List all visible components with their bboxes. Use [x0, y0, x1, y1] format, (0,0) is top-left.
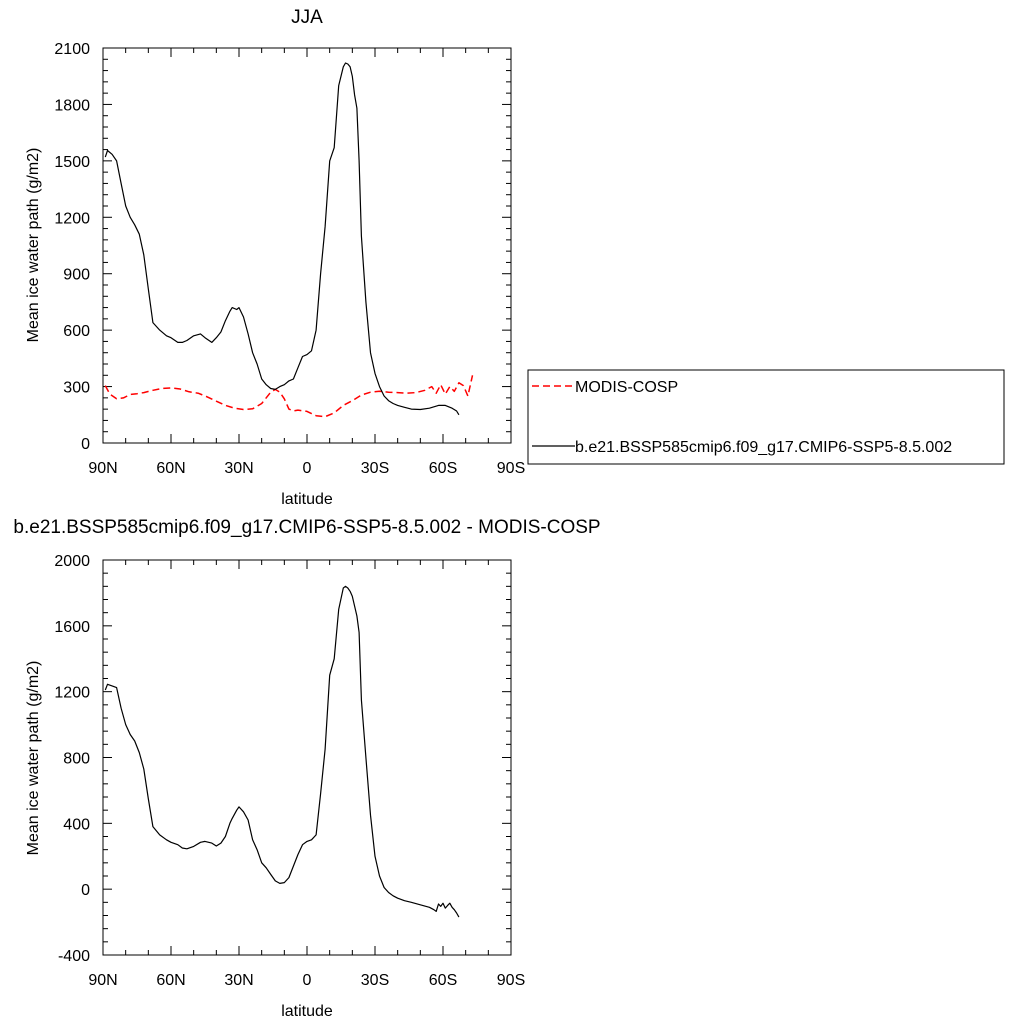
legend-modis-cosp-label: MODIS-COSP [575, 379, 678, 396]
x-tick-label: 0 [303, 460, 312, 477]
y-tick-label: 2100 [54, 41, 90, 58]
top-ticks: 90N 60N 30N 0 30S 60S 90S 0 300 600 900 1200 1500 180… [54, 41, 525, 477]
x-tick-label: 30N [224, 972, 253, 989]
y-tick-label: -400 [58, 948, 90, 965]
y-tick-label: 400 [63, 816, 90, 833]
x-tick-label: 90S [497, 460, 525, 477]
x-tick-label: 60S [429, 972, 457, 989]
x-tick-label: 30N [224, 460, 253, 477]
series-line-model-panel-0 [104, 62, 460, 416]
top-plot-frame [102, 47, 512, 444]
legend-model-label: b.e21.BSSP585cmip6.f09_g17.CMIP6-SSP5-8.… [575, 439, 952, 456]
x-tick-label: 90N [88, 460, 117, 477]
bottom-ticks: 90N 60N 30N 0 30S 60S 90S -400 0 400 800 1200 1600 20… [54, 553, 525, 989]
y-tick-label: 1200 [54, 210, 90, 227]
series-line-modis-cosp-panel-0 [104, 375, 474, 418]
x-tick-label: 30S [361, 972, 389, 989]
y-tick-label: 300 [63, 380, 90, 397]
x-tick-label: 90N [88, 972, 117, 989]
y-tick-label: 1600 [54, 619, 90, 636]
x-tick-label: 60N [156, 972, 185, 989]
y-tick-label: 600 [63, 323, 90, 340]
bottom-panel: b.e21.BSSP585cmip6.f09_g17.CMIP6-SSP5-8.… [13, 517, 600, 1020]
bottom-x-axis-label: latitude [281, 1003, 333, 1020]
top-panel: JJA 90N 60N 30N 0 30S 60S 90S 0 300 600 900 1200 150… [25, 7, 1005, 508]
y-tick-label: 800 [63, 751, 90, 768]
x-tick-label: 60N [156, 460, 185, 477]
y-tick-label: 1500 [54, 154, 90, 171]
y-tick-label: 1200 [54, 685, 90, 702]
series-line-model-panel-1 [104, 585, 460, 918]
bottom-series [104, 585, 460, 918]
y-tick-label: 1800 [54, 97, 90, 114]
top-y-axis-label: Mean ice water path (g/m2) [25, 148, 42, 343]
y-tick-label: 0 [81, 882, 90, 899]
top-chart-title: JJA [291, 7, 323, 28]
top-x-axis-label: latitude [281, 491, 333, 508]
bottom-y-axis-label: Mean ice water path (g/m2) [25, 661, 42, 856]
legend: MODIS-COSP b.e21.BSSP585cmip6.f09_g17.CM… [527, 369, 1005, 465]
x-tick-label: 60S [429, 460, 457, 477]
top-series [104, 62, 474, 418]
bottom-plot-frame [102, 559, 512, 956]
legend-box [527, 369, 1005, 465]
bottom-chart-title: b.e21.BSSP585cmip6.f09_g17.CMIP6-SSP5-8.… [13, 517, 600, 538]
x-tick-label: 90S [497, 972, 525, 989]
y-tick-label: 0 [81, 436, 90, 453]
x-tick-label: 0 [303, 972, 312, 989]
y-tick-label: 900 [63, 267, 90, 284]
x-tick-label: 30S [361, 460, 389, 477]
y-tick-label: 2000 [54, 553, 90, 570]
